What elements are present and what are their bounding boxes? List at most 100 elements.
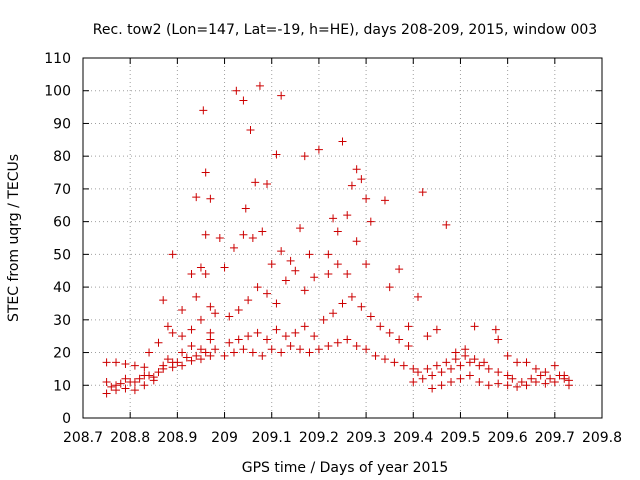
data-point-plus [470, 355, 479, 364]
data-point-plus [220, 351, 229, 360]
data-point-plus [546, 374, 555, 383]
data-point-plus [263, 289, 272, 298]
data-point-plus [513, 358, 522, 367]
data-point-plus [451, 355, 460, 364]
x-tick-label: 208.9 [157, 430, 197, 446]
x-tick-label: 208.8 [110, 430, 150, 446]
data-point-plus [310, 273, 319, 282]
data-point-plus [376, 322, 385, 331]
data-point-plus [255, 81, 264, 90]
data-point-plus [286, 256, 295, 265]
data-point-plus [503, 351, 512, 360]
data-point-plus [329, 309, 338, 318]
data-point-plus [531, 378, 540, 386]
data-point-plus [409, 378, 418, 386]
data-point-plus [286, 342, 295, 350]
data-point-plus [130, 361, 139, 370]
data-point-plus [121, 384, 130, 393]
y-tick-label: 50 [53, 247, 71, 263]
data-point-plus [277, 247, 286, 256]
data-point-plus [130, 386, 139, 395]
data-point-plus [211, 309, 220, 318]
x-tick-label: 209.6 [488, 430, 528, 446]
data-point-plus [192, 351, 201, 360]
data-point-plus [305, 348, 314, 357]
data-point-plus [215, 234, 224, 242]
data-point-plus [112, 381, 121, 390]
data-point-plus [404, 322, 413, 331]
data-point-plus [357, 175, 366, 184]
data-point-plus [163, 355, 172, 364]
data-point-plus [555, 371, 564, 380]
y-axis-label: STEC from uqrg / TECUs [6, 154, 22, 322]
data-point-plus [475, 361, 484, 370]
data-point-plus [491, 325, 500, 334]
data-point-plus [508, 374, 517, 383]
data-point-plus [399, 361, 408, 370]
data-point-plus [428, 371, 437, 380]
data-point-plus [413, 292, 422, 301]
data-point-plus [475, 378, 484, 386]
data-point-plus [244, 332, 253, 341]
data-point-plus [163, 322, 172, 331]
data-point-plus [239, 230, 248, 239]
data-point-plus [211, 345, 220, 354]
data-point-plus [112, 358, 121, 367]
data-point-plus [456, 361, 465, 370]
y-tick-label: 30 [53, 313, 71, 329]
data-point-plus [324, 250, 333, 259]
data-point-plus [187, 342, 196, 350]
data-point-plus [319, 315, 328, 324]
data-point-plus [281, 332, 290, 341]
data-point-plus [267, 345, 276, 354]
data-point-plus [503, 381, 512, 390]
data-point-plus [333, 260, 342, 269]
data-point-plus [121, 360, 130, 368]
data-point-plus [232, 86, 241, 95]
x-tick-label: 209.4 [393, 430, 433, 446]
data-point-plus [456, 374, 465, 383]
data-point-plus [437, 381, 446, 390]
data-point-plus [145, 348, 154, 357]
data-point-plus [178, 361, 187, 370]
data-point-plus [130, 378, 139, 386]
data-point-plus [154, 338, 163, 347]
data-point-plus [201, 230, 210, 239]
data-point-plus [484, 381, 493, 390]
data-point-plus [229, 243, 238, 252]
data-point-plus [251, 178, 260, 187]
data-point-plus [241, 204, 250, 213]
data-point-plus [418, 188, 427, 197]
data-point-plus [494, 335, 503, 344]
data-point-plus [347, 292, 356, 301]
data-point-plus [541, 379, 550, 388]
data-point-plus [253, 283, 262, 292]
y-tick-label: 60 [53, 215, 71, 231]
data-point-plus [380, 196, 389, 205]
data-point-plus [168, 250, 177, 259]
data-point-plus [196, 315, 205, 324]
data-point-plus [371, 351, 380, 360]
y-tick-label: 20 [53, 346, 71, 362]
plot-frame [82, 57, 603, 419]
data-point-plus [102, 358, 111, 367]
data-point-plus [550, 361, 559, 370]
data-point-plus [385, 283, 394, 292]
data-point-plus [324, 342, 333, 350]
data-point-plus [102, 389, 111, 398]
data-point-plus [244, 296, 253, 305]
data-point-plus [182, 353, 191, 362]
data-point-plus [480, 358, 489, 367]
data-point-plus [465, 371, 474, 380]
data-point-plus [536, 371, 545, 380]
data-point-plus [338, 299, 347, 308]
data-point-plus [192, 292, 201, 301]
data-point-plus [140, 381, 149, 390]
chart-title: Rec. tow2 (Lon=147, Lat=-19, h=HE), days… [93, 22, 597, 38]
data-point-plus [366, 217, 375, 226]
data-point-plus [357, 302, 366, 311]
data-point-plus [338, 137, 347, 146]
y-axis-ticks: 0 10 20 30 40 50 60 70 80 90 100 110 [44, 51, 602, 427]
